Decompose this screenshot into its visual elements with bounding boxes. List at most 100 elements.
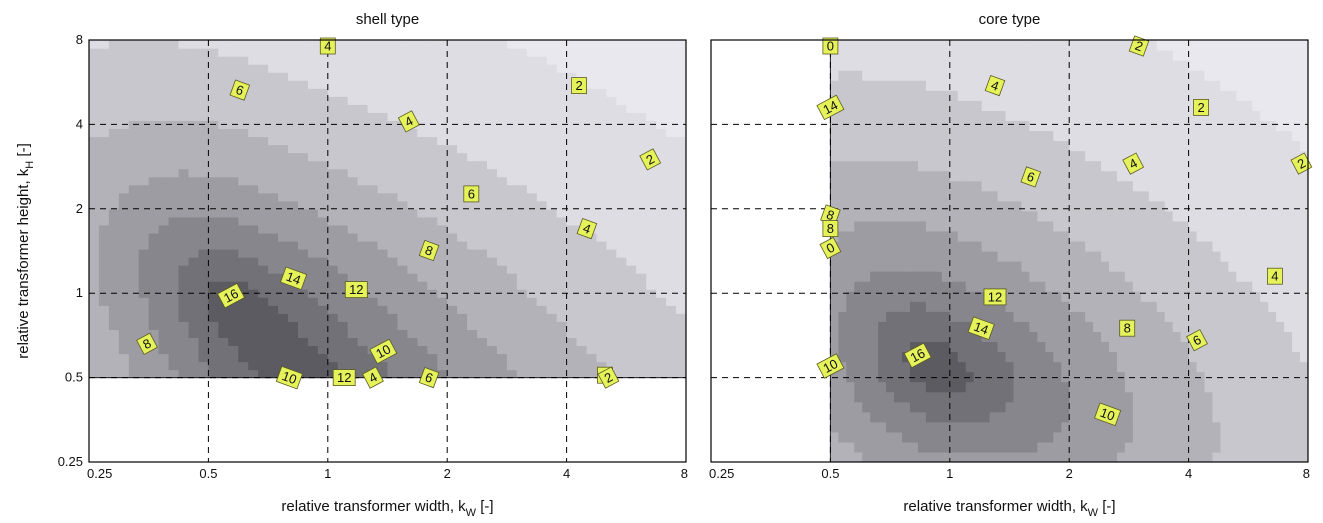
contour-cell <box>576 40 588 49</box>
contour-cell <box>997 100 1007 111</box>
contour-cell <box>546 305 558 314</box>
contour-cell <box>949 311 959 322</box>
contour-cell <box>1252 110 1261 121</box>
contour-cell <box>636 329 647 339</box>
contour-cell <box>1276 311 1285 322</box>
contour-cell <box>878 240 887 252</box>
contour-cell <box>1212 401 1222 413</box>
contour-cell <box>894 301 903 312</box>
contour-cell <box>387 160 399 170</box>
contour-cell <box>830 371 839 383</box>
contour-cell <box>526 361 538 371</box>
contour-cell <box>1101 281 1110 292</box>
contour-cell <box>606 224 617 234</box>
contour-cell <box>307 40 319 49</box>
contour-cell <box>596 120 607 130</box>
contour-cell <box>387 281 399 290</box>
contour-cell <box>278 337 289 347</box>
contour-cell <box>862 321 871 332</box>
contour-cell <box>238 40 249 49</box>
contour-cell <box>526 56 538 65</box>
contour-cell <box>506 257 518 266</box>
contour-cell <box>925 431 935 443</box>
contour-cell <box>566 265 578 274</box>
contour-cell <box>973 160 983 172</box>
contour-cell <box>886 60 895 71</box>
contour-cell <box>646 176 657 186</box>
contour-cell <box>910 120 919 132</box>
contour-cell <box>1220 351 1229 363</box>
contour-cell <box>467 144 478 154</box>
contour-cell <box>1276 281 1285 292</box>
contour-cell <box>854 331 863 343</box>
contour-cell <box>357 184 369 194</box>
contour-cell <box>566 120 578 130</box>
contour-cell <box>933 261 943 272</box>
contour-cell <box>886 341 895 353</box>
contour-cell <box>1236 70 1245 81</box>
contour-cell <box>118 40 130 49</box>
contour-cell <box>407 192 418 202</box>
contour-cell <box>317 208 329 218</box>
contour-cell <box>168 128 180 138</box>
contour-cell <box>1276 160 1285 172</box>
contour-cell <box>941 401 951 413</box>
contour-cell <box>646 240 657 250</box>
contour-cell <box>1013 130 1023 142</box>
contour-cell <box>1228 150 1237 162</box>
contour-cell <box>1005 100 1015 111</box>
contour-cell <box>307 56 319 65</box>
contour-cell <box>925 200 935 212</box>
contour-cell <box>437 64 448 73</box>
contour-cell <box>118 345 130 355</box>
contour-cell <box>89 337 100 347</box>
contour-cell <box>367 128 379 138</box>
contour-cell <box>357 305 369 314</box>
contour-cell <box>288 305 299 314</box>
contour-cell <box>1204 150 1214 162</box>
contour-cell <box>616 136 627 146</box>
contour-cell <box>1228 451 1237 462</box>
contour-cell <box>158 128 170 138</box>
contour-cell <box>1029 391 1038 403</box>
contour-cell <box>1029 261 1038 272</box>
contour-cell <box>1029 80 1038 91</box>
contour-cell <box>1260 441 1269 453</box>
contour-cell <box>1109 361 1118 373</box>
contour-cell <box>830 180 839 192</box>
contour-cell <box>387 337 399 347</box>
contour-cell <box>437 112 448 121</box>
contour-cell <box>337 144 349 154</box>
contour-cell <box>616 305 627 314</box>
contour-cell <box>1228 60 1237 71</box>
contour-cell <box>1132 341 1142 353</box>
contour-cell <box>676 240 686 250</box>
contour-cell <box>457 152 468 162</box>
contour-cell <box>188 232 200 242</box>
contour-cell <box>477 248 488 258</box>
contour-cell <box>886 90 895 101</box>
contour-cell <box>526 80 538 89</box>
contour-cell <box>666 96 677 105</box>
contour-cell <box>347 200 359 210</box>
contour-cell <box>1093 160 1102 172</box>
contour-cell <box>1069 381 1078 393</box>
contour-cell <box>917 190 927 202</box>
contour-cell <box>1132 100 1142 111</box>
contour-cell <box>297 313 309 322</box>
contour-cell <box>862 50 871 61</box>
contour-cell <box>258 184 269 194</box>
contour-cell <box>1045 351 1054 363</box>
contour-cell <box>1228 70 1237 81</box>
contour-cell <box>1029 240 1038 252</box>
contour-cell <box>357 297 369 306</box>
contour-cell <box>1236 100 1245 111</box>
contour-cell <box>457 136 468 146</box>
contour-cell <box>496 297 508 306</box>
contour-cell <box>337 128 349 138</box>
contour-cell <box>656 136 667 146</box>
contour-cell <box>427 144 438 154</box>
contour-cell <box>288 257 299 266</box>
contour-cell <box>1005 331 1015 343</box>
contour-cell <box>407 345 418 355</box>
